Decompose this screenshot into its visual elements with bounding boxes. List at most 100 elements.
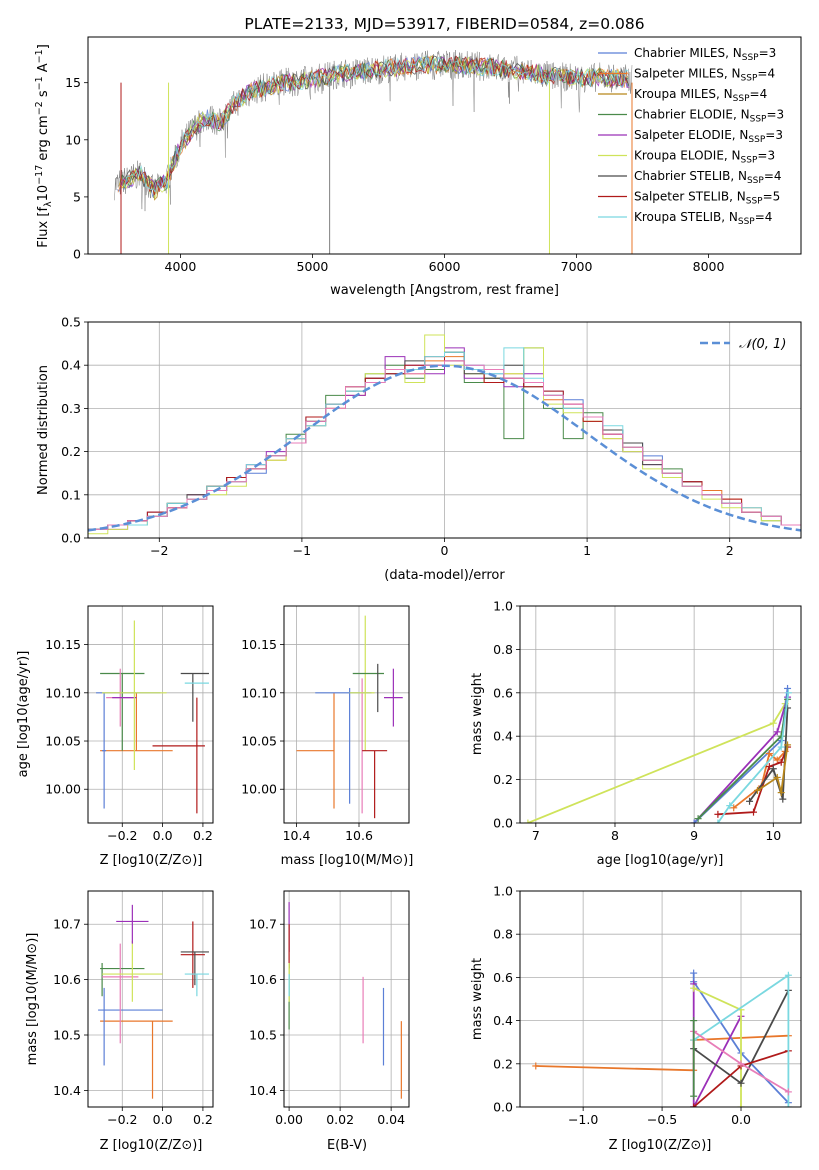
- x-tick-label: 0.0: [153, 828, 173, 843]
- legend-label: Kroupa STELIB, N: [634, 210, 738, 224]
- x-tick-label: 7000: [561, 259, 593, 274]
- x-tick-label: −0.2: [107, 828, 137, 843]
- y-label-mid: 10: [36, 185, 51, 202]
- legend-label: Salpeter MILES, N: [634, 67, 741, 81]
- x-axis-label: (data-model)/error: [384, 568, 505, 583]
- axes-frame: [519, 605, 802, 824]
- y-axis-label: mass weight: [470, 958, 485, 1040]
- legend-entry-6: Chabrier STELIB, NSSP=4: [634, 169, 782, 186]
- gridlines: [88, 606, 213, 823]
- legend-tail: =4: [750, 87, 768, 101]
- x-tick-label: −0.2: [107, 1112, 137, 1127]
- x-tick-label: 0.00: [275, 1112, 303, 1127]
- plot-area: [88, 334, 801, 538]
- x-tick-label: 1: [583, 543, 591, 558]
- axes-frame: [87, 321, 802, 539]
- x-tick-label: 8: [611, 828, 619, 843]
- y-label-mid3: s: [36, 90, 51, 101]
- plot-area: [114, 49, 633, 254]
- panel-2: −0.2 0.0 0.2 10.00 10.05 10.10 10.15: [45, 605, 214, 843]
- axes-frame: [87, 36, 802, 255]
- x-tick-label: 5000: [297, 259, 329, 274]
- y-tick-label: 0.4: [61, 358, 81, 373]
- legend-label: Kroupa MILES, N: [634, 87, 733, 101]
- legend-sub: SSP: [747, 176, 764, 186]
- x-tick-label: 10.6: [345, 828, 373, 843]
- legend-sub: SSP: [741, 74, 758, 84]
- plot-area: [288, 902, 402, 1099]
- x-tick-label: 0: [441, 543, 449, 558]
- y-tick-label: 10.15: [45, 637, 81, 652]
- model-spectrum-6: [122, 55, 630, 194]
- x-tick-label: 8000: [693, 259, 725, 274]
- legend-tail: =4: [757, 67, 775, 81]
- x-tick-label: 0.0: [731, 1112, 751, 1127]
- y-tick-label: 10.05: [241, 734, 277, 749]
- y-tick-label: 5: [73, 189, 81, 204]
- x-axis-label: Z [log10(Z/Z⊙)]: [100, 1138, 203, 1153]
- x-axis-label: Z [log10(Z/Z⊙)]: [100, 853, 203, 868]
- x-tick-label: −2: [150, 543, 168, 558]
- y-tick-label: 10.05: [45, 734, 81, 749]
- legend-tail: =4: [764, 169, 782, 183]
- y-label-sup2: −2: [34, 101, 45, 115]
- y-tick-label: 0.8: [493, 642, 513, 657]
- x-tick-label: 4000: [165, 259, 197, 274]
- gridlines: [88, 891, 213, 1107]
- y-tick-label: 0.0: [493, 816, 513, 831]
- panel-4: 7 8 9 10 0.0 0.2 0.4 0.6 0.8 1.0: [493, 599, 802, 843]
- weight-line-6: [748, 707, 789, 802]
- y-axis-label: mass [log10(M/M⊙)]: [25, 933, 40, 1066]
- legend-sub: SSP: [741, 156, 758, 166]
- y-tick-label: 10.10: [241, 685, 277, 700]
- y-tick-label: 10: [65, 132, 81, 147]
- y-tick-label: 15: [65, 75, 81, 90]
- y-tick-label: 10.4: [249, 1083, 277, 1098]
- x-tick-label: 0.2: [193, 828, 213, 843]
- legend-label: Kroupa ELODIE, N: [634, 149, 741, 163]
- plot-area: [98, 904, 209, 1099]
- x-tick-label: 0.04: [377, 1112, 405, 1127]
- y-label-sup3: −1: [34, 76, 45, 90]
- legend-sub: SSP: [748, 135, 765, 145]
- panel-6: 0.00 0.02 0.04 10.4 10.5 10.6 10.7: [249, 890, 410, 1127]
- y-tick-label: 0.6: [493, 970, 513, 985]
- x-tick-label: 7: [532, 828, 540, 843]
- plot-area: [296, 615, 403, 819]
- y-tick-label: 0.1: [61, 487, 81, 502]
- legend-entry-0: Chabrier MILES, NSSP=3: [634, 46, 776, 63]
- y-label-close: ]: [36, 44, 51, 49]
- chart-title: PLATE=2133, MJD=53917, FIBERID=0584, z=0…: [244, 15, 644, 33]
- axes-frame: [87, 605, 214, 824]
- model-spectrum-7: [123, 55, 628, 196]
- y-axis-label: Flux [fλ10−17 erg cm−2 s−1 A−1]: [34, 44, 54, 248]
- x-tick-label: −1.0: [568, 1112, 598, 1127]
- x-tick-label: 10: [765, 828, 781, 843]
- y-tick-label: 0.0: [493, 1100, 513, 1115]
- panel-0: 4000 5000 6000 7000 8000 0 5 10 15: [65, 36, 802, 274]
- legend-tail: =3: [765, 128, 783, 142]
- legend-tail: =3: [757, 149, 775, 163]
- legend-entry-3: Chabrier ELODIE, NSSP=3: [634, 108, 784, 125]
- axes-frame: [283, 605, 410, 824]
- panel-5: −0.2 0.0 0.2 10.4 10.5 10.6 10.7: [53, 890, 214, 1127]
- x-axis-label: Z [log10(Z/Z⊙)]: [609, 1138, 712, 1153]
- weight-line-7: [717, 692, 790, 823]
- legend-tail: =3: [759, 46, 777, 60]
- axes-frame: [519, 890, 802, 1108]
- x-tick-label: 6000: [429, 259, 461, 274]
- x-tick-label: 2: [726, 543, 734, 558]
- y-label-sup4: −1: [34, 49, 45, 63]
- x-tick-label: 0.0: [153, 1112, 173, 1127]
- x-axis-label: age [log10(age/yr)]: [597, 853, 724, 868]
- gridlines: [284, 606, 409, 823]
- legend-label: Salpeter ELODIE, N: [634, 128, 748, 142]
- y-label-main: Flux [f: [36, 207, 51, 248]
- y-axis-label: age [log10(age/yr)]: [16, 651, 31, 778]
- legend-label: Chabrier ELODIE, N: [634, 108, 750, 122]
- y-tick-label: 0.2: [61, 444, 81, 459]
- legend-label: Chabrier STELIB, N: [634, 169, 747, 183]
- plot-area: [96, 620, 209, 814]
- weight-line-2: [692, 983, 742, 1107]
